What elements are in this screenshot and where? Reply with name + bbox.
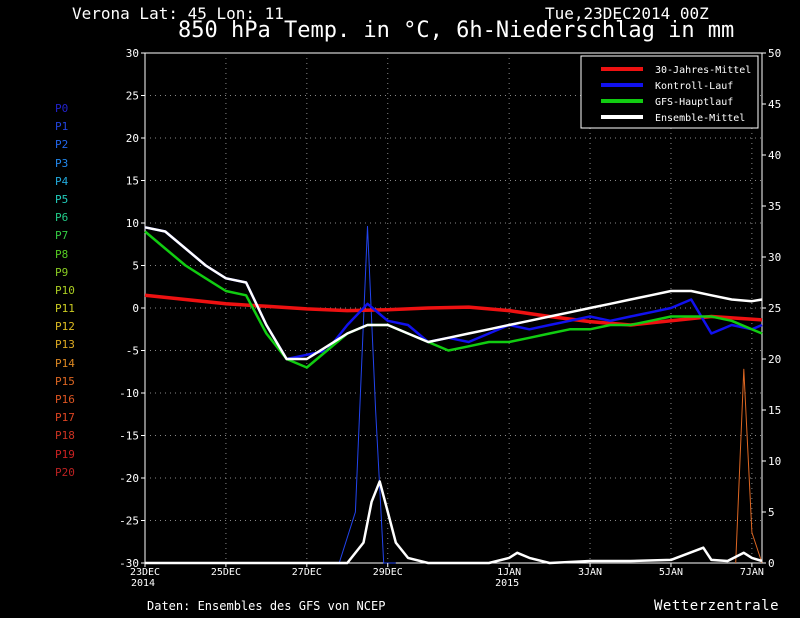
y-tick-label: -10 bbox=[119, 387, 139, 400]
member-label: P13 bbox=[55, 338, 75, 352]
x-tick-label: 7JAN bbox=[740, 567, 764, 578]
legend-label: Ensemble-Mittel bbox=[655, 113, 745, 124]
temperature-lines bbox=[144, 226, 763, 369]
x-tick-label: 23DEC bbox=[130, 567, 160, 578]
y-tick-label: 25 bbox=[126, 90, 139, 103]
member-label: P15 bbox=[55, 374, 75, 388]
x-tick-label: 5JAN bbox=[659, 567, 683, 578]
brand: Wetterzentrale bbox=[654, 598, 780, 614]
location-header: Verona Lat: 45 Lon: 11 bbox=[72, 4, 284, 23]
x-tick-label: 3JAN bbox=[578, 567, 602, 578]
member-label: P16 bbox=[55, 393, 75, 406]
legend-label: 30-Jahres-Mittel bbox=[655, 65, 751, 76]
y-tick-label: -20 bbox=[119, 472, 139, 485]
member-label: P1 bbox=[55, 120, 69, 134]
y-tick-label: 15 bbox=[126, 175, 139, 188]
y2-tick-label: 0 bbox=[768, 557, 775, 570]
y-tick-label: -5 bbox=[126, 345, 139, 358]
y-tick-label: 10 bbox=[126, 217, 139, 230]
y2-tick-label: 15 bbox=[768, 404, 781, 417]
precipitation-lines bbox=[145, 225, 763, 565]
y-tick-label: 0 bbox=[132, 302, 139, 315]
y-tick-label: -25 bbox=[119, 515, 139, 528]
legend: 30-Jahres-Mittel Kontroll-Lauf GFS-Hauptla… bbox=[580, 55, 759, 129]
y-tick-label: -15 bbox=[119, 430, 139, 443]
member-label: P6 bbox=[55, 211, 69, 225]
climatology-line bbox=[144, 293, 763, 327]
member-label: P11 bbox=[55, 302, 75, 316]
chart-title: 850 hPa Temp. in °C, 6h-Niederschlag in … bbox=[178, 18, 735, 43]
y2-tick-label: 40 bbox=[768, 149, 781, 162]
y-tick-label: -30 bbox=[119, 557, 139, 570]
member-label: P20 bbox=[55, 465, 75, 479]
precip-ensemble-mean-line bbox=[145, 480, 763, 565]
member-label: P2 bbox=[55, 138, 69, 152]
ensemble-member-list: P0 P1 P2 P3 P4 P5 P6 P7 P8 P9 P10 P11 P12 P13 P14 P15 P1… bbox=[55, 100, 75, 482]
data-source: Daten: Ensembles des GFS von NCEP bbox=[147, 599, 386, 613]
member-label: P5 bbox=[55, 192, 69, 206]
y2-tick-label: 35 bbox=[768, 200, 781, 213]
y2-tick-label: 25 bbox=[768, 302, 781, 315]
member-label: P4 bbox=[55, 174, 69, 188]
y-tick-label: 30 bbox=[126, 47, 139, 60]
member-label: P7 bbox=[55, 229, 69, 243]
member-label: P0 bbox=[55, 102, 69, 115]
y2-tick-label: 45 bbox=[768, 98, 781, 111]
member-label: P18 bbox=[55, 429, 75, 443]
member-label: P17 bbox=[55, 411, 75, 425]
x-tick-label-year: 2015 bbox=[495, 578, 519, 589]
member-label: P9 bbox=[55, 265, 69, 279]
member-label: P12 bbox=[55, 320, 75, 334]
y2-tick-label: 20 bbox=[768, 353, 781, 366]
gfs-main-run-line bbox=[144, 230, 763, 369]
y2-tick-label: 50 bbox=[768, 47, 781, 60]
member-label: P3 bbox=[55, 156, 69, 170]
member-label: P14 bbox=[55, 356, 75, 370]
ensemble-mean-line bbox=[144, 226, 763, 361]
precip-member-spike-line bbox=[338, 225, 396, 564]
member-label: P10 bbox=[55, 283, 75, 297]
member-label: P19 bbox=[55, 447, 75, 461]
x-tick-label-year: 2014 bbox=[131, 578, 155, 589]
axes: 302520151050-5-10-15-20-25-3050454035302… bbox=[119, 47, 781, 589]
x-tick-label: 25DEC bbox=[211, 567, 241, 578]
precip-member-peak-line bbox=[735, 368, 763, 564]
y2-tick-label: 30 bbox=[768, 251, 781, 264]
member-label: P8 bbox=[55, 247, 69, 261]
x-tick-label: 1JAN bbox=[497, 567, 521, 578]
x-tick-label: 27DEC bbox=[292, 567, 322, 578]
run-date-header: Tue,23DEC2014 00Z bbox=[545, 4, 709, 23]
y2-tick-label: 5 bbox=[768, 506, 775, 519]
y2-tick-label: 10 bbox=[768, 455, 781, 468]
legend-label: GFS-Hauptlauf bbox=[655, 97, 733, 108]
legend-label: Kontroll-Lauf bbox=[655, 81, 733, 92]
y-tick-label: 5 bbox=[132, 260, 139, 273]
y-tick-label: 20 bbox=[126, 132, 139, 145]
x-tick-label: 29DEC bbox=[373, 567, 403, 578]
